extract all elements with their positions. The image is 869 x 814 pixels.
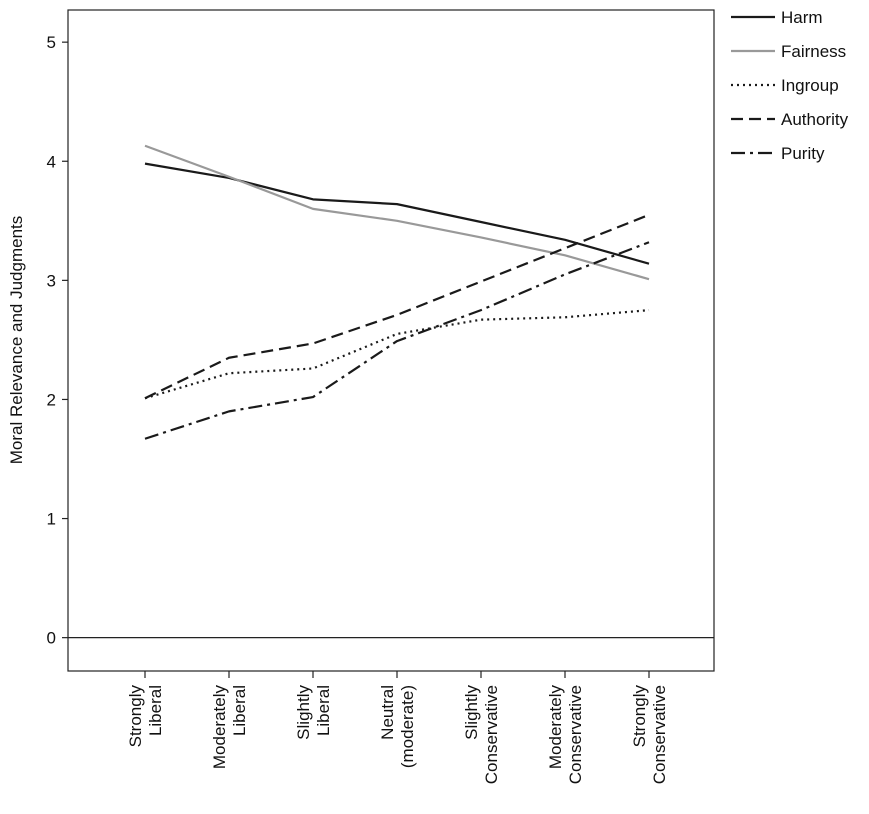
x-tick-label-line: Slightly (462, 685, 481, 740)
x-tick-label-line: Liberal (314, 685, 333, 736)
series-line-purity (144, 241, 650, 440)
x-tick-label-line: Conservative (566, 685, 585, 784)
x-tick-label-line: Liberal (146, 685, 165, 736)
x-tick-label-line: Moderately (210, 685, 229, 770)
legend-label: Ingroup (781, 76, 839, 95)
x-tick-label: Strongly Liberal (126, 685, 165, 748)
x-tick-label: Slightly Liberal (294, 685, 333, 740)
x-tick-label: Neutral (moderate) (378, 685, 417, 768)
y-tick-label: 3 (47, 271, 56, 290)
x-tick-label: Slightly Conservative (462, 685, 501, 785)
y-tick-label: 2 (47, 390, 56, 409)
y-tick-label: 4 (47, 152, 56, 171)
legend: Harm Fairness Ingroup Authority Purity (731, 8, 849, 163)
x-axis-ticks: Strongly Liberal Moderately Liberal Slightly… (126, 671, 669, 784)
y-tick-label: 1 (47, 510, 56, 529)
legend-label: Harm (781, 8, 823, 27)
series-line-authority (144, 213, 650, 400)
x-tick-label: Strongly Conservative (630, 685, 669, 785)
series-line-fairness (144, 144, 650, 281)
legend-label: Authority (781, 110, 849, 129)
legend-label: Fairness (781, 42, 846, 61)
x-tick-label-line: (moderate) (398, 685, 417, 768)
series-line-ingroup (144, 309, 650, 400)
plot-frame (67, 9, 715, 672)
x-tick-label: Moderately Conservative (546, 685, 585, 785)
x-tick-label-line: Strongly (630, 685, 649, 748)
x-tick-label-line: Slightly (294, 685, 313, 740)
x-tick-label-line: Conservative (482, 685, 501, 784)
y-tick-label: 5 (47, 33, 56, 52)
x-tick-label-line: Liberal (230, 685, 249, 736)
y-axis-ticks: 0 1 2 3 4 5 (47, 33, 68, 648)
x-tick-label-line: Conservative (650, 685, 669, 784)
y-axis-label: Moral Relevance and Judgments (7, 216, 26, 465)
x-tick-label-line: Strongly (126, 685, 145, 748)
series-lines (144, 144, 650, 440)
legend-label: Purity (781, 144, 825, 163)
series-line-harm (144, 162, 650, 265)
y-tick-label: 0 (47, 629, 56, 648)
x-tick-label-line: Neutral (378, 685, 397, 740)
x-tick-label: Moderately Liberal (210, 685, 249, 770)
x-tick-label-line: Moderately (546, 685, 565, 770)
